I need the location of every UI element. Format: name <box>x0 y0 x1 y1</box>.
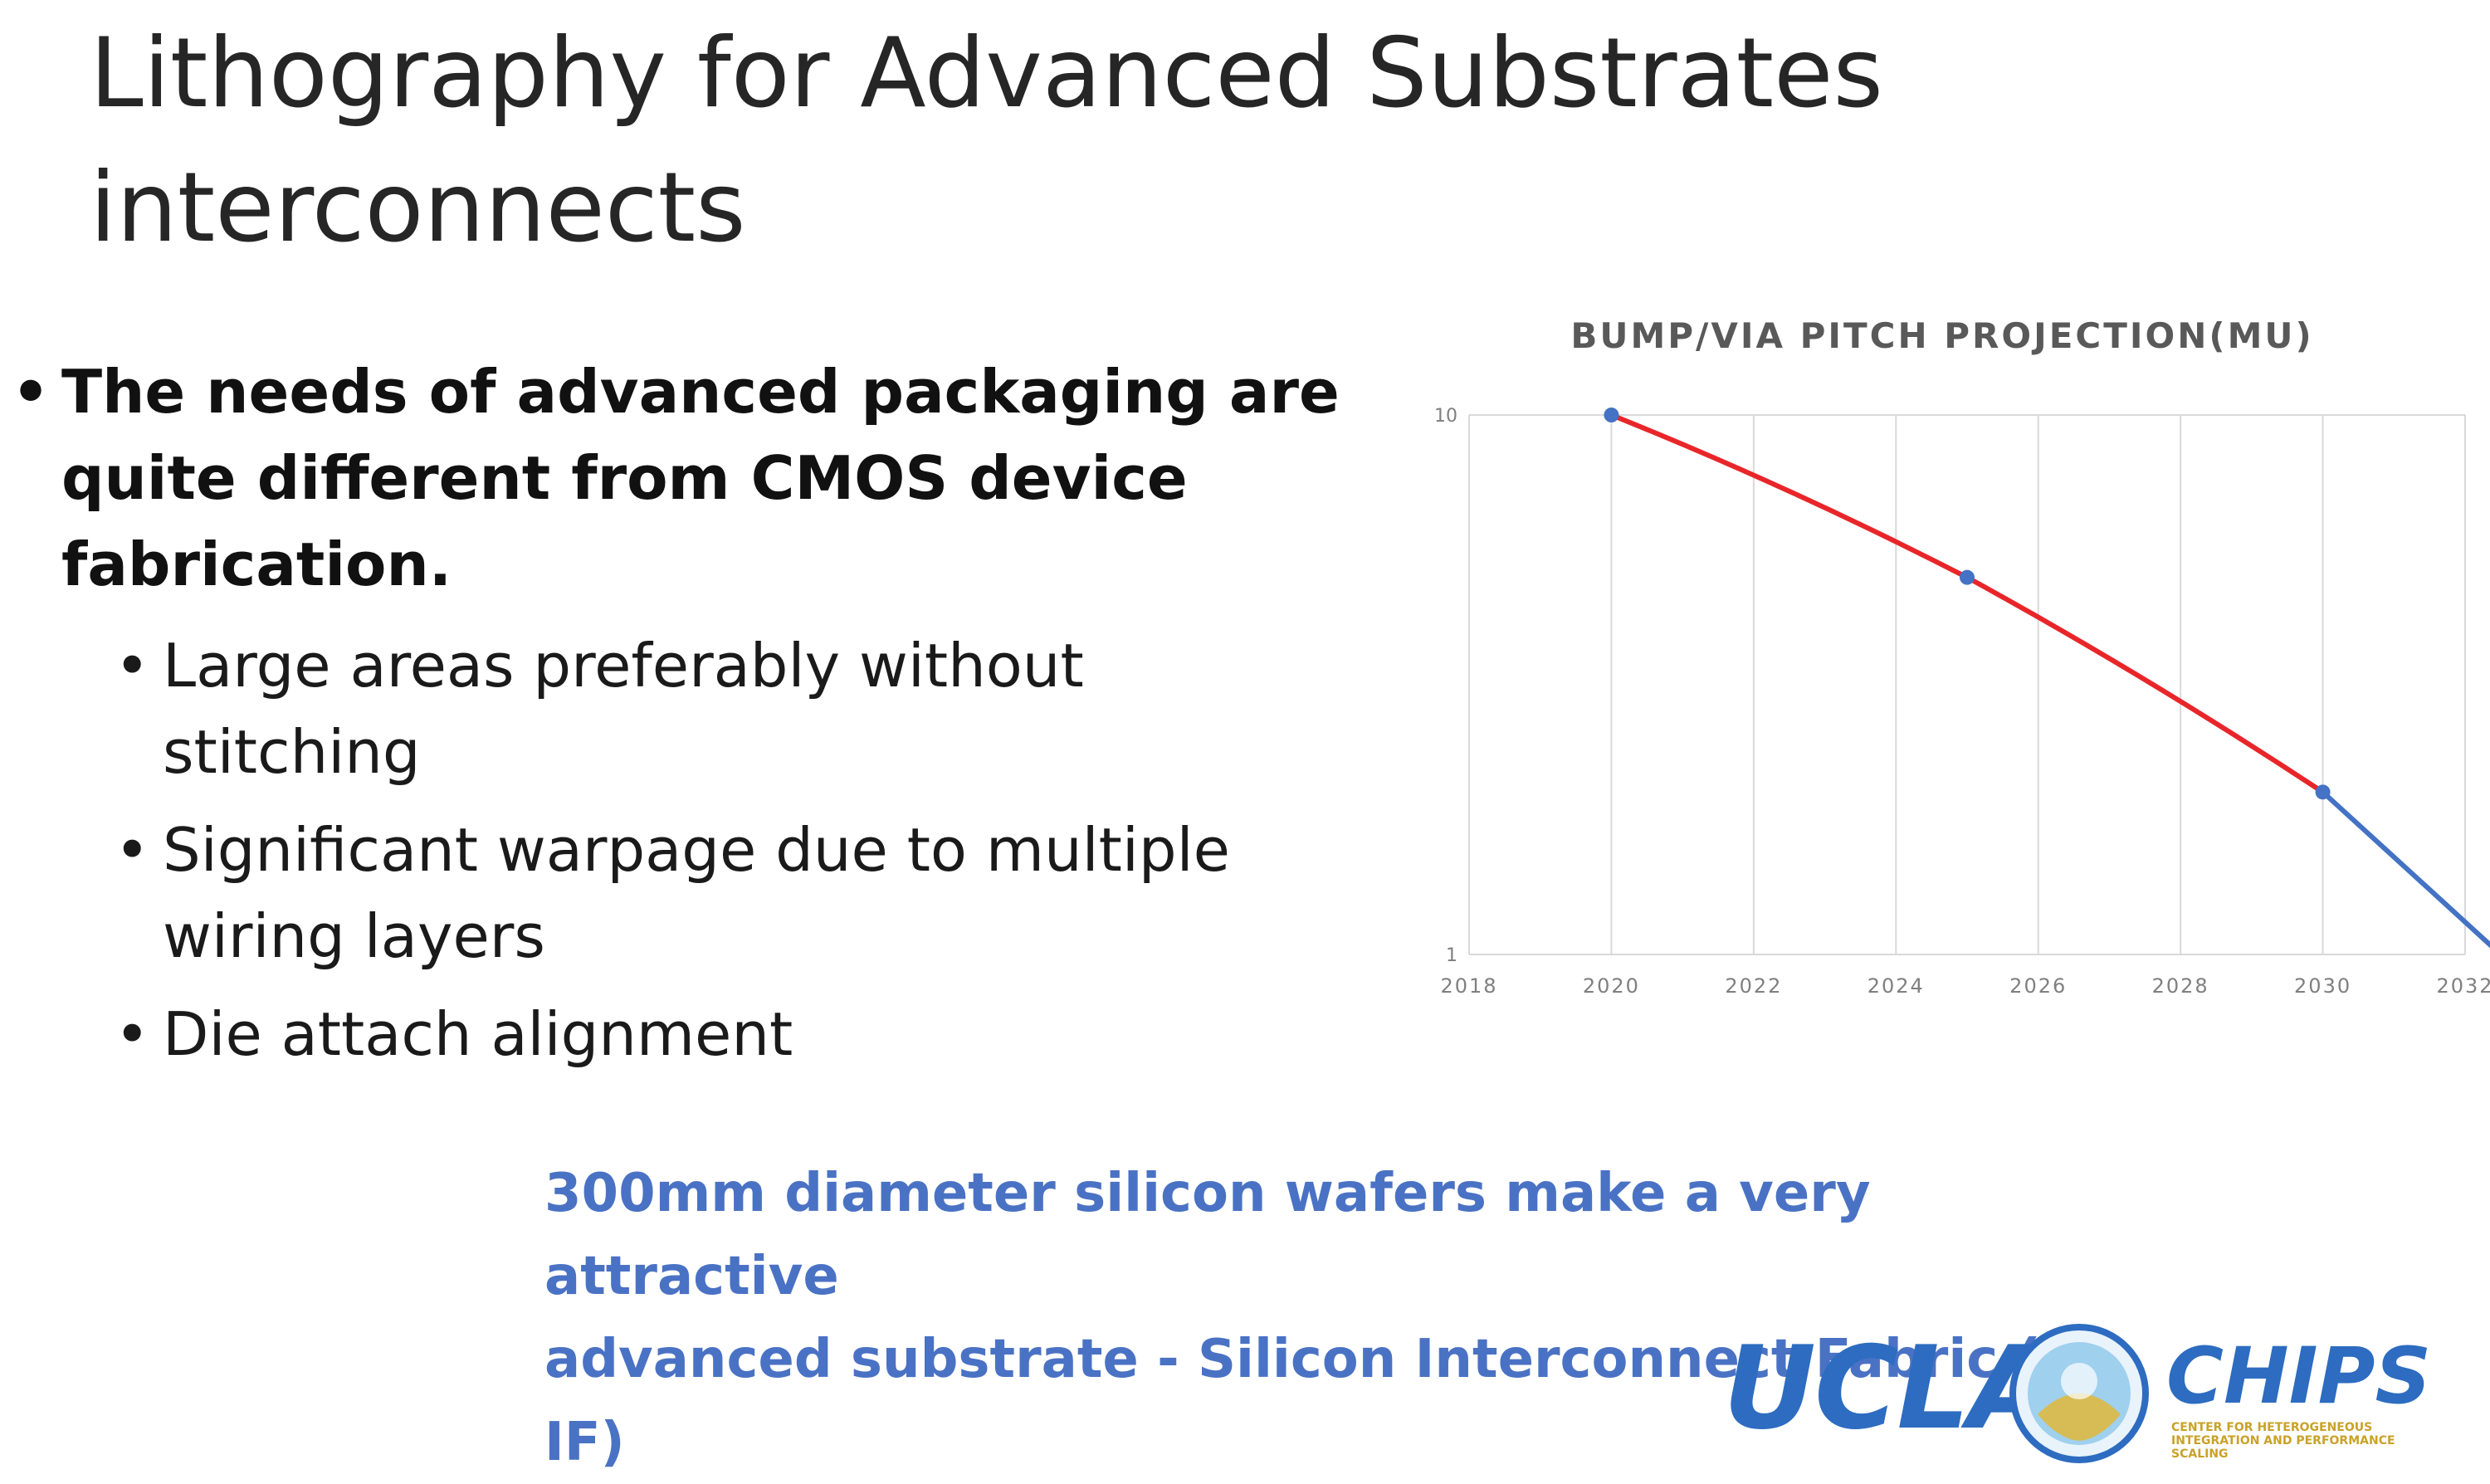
data-point <box>2315 784 2331 800</box>
data-point <box>1604 408 1619 422</box>
bullet-dot: • <box>12 357 51 427</box>
x-tick-label: 2026 <box>2009 974 2067 998</box>
callout-line-1: 300mm diameter silicon wafers make a ver… <box>544 1163 1871 1307</box>
x-tick-label: 2020 <box>1583 974 1640 998</box>
callout-line-2: advanced substrate - Silicon Interconnec… <box>544 1329 2097 1473</box>
main-bullet-line-2: quite different from CMOS device <box>61 443 1188 513</box>
main-bullet-line-1: The needs of advanced packaging are <box>61 357 1340 427</box>
ucla-wordmark: UCLA <box>1723 1321 2057 1455</box>
sub-bullet-warpage: • Significant warpage due to multiple wi… <box>0 807 1361 979</box>
x-tick-label: 2028 <box>2152 974 2209 998</box>
slide-title: Lithography for Advanced Substrates inte… <box>90 7 2165 276</box>
sub-bullet-line: stitching <box>163 717 421 787</box>
x-tick-label: 2030 <box>2294 974 2351 998</box>
sub-bullet-list: • Large areas preferably without stitchi… <box>0 622 1361 1077</box>
series-line-projection <box>1609 412 2326 795</box>
chart-title: BUMP/VIA PITCH PROJECTION(MU) <box>1570 315 2314 356</box>
title-line-1: Lithography for Advanced Substrates <box>90 17 1883 129</box>
main-bullet: • The needs of advanced packaging are qu… <box>0 349 1361 608</box>
bullet-dot: • <box>115 999 150 1069</box>
sub-bullet-line: Large areas preferably without <box>163 631 1084 701</box>
x-tick-label: 2022 <box>1725 974 1782 998</box>
y-tick-label: 1 <box>1446 945 1457 966</box>
chips-subtitle: CENTER FOR HETEROGENEOUS INTEGRATION AND… <box>2171 1421 2395 1461</box>
title-line-2: interconnects <box>90 152 746 264</box>
bullet-dot: • <box>115 815 150 885</box>
callout-text: 300mm diameter silicon wafers make a ver… <box>544 1152 2121 1484</box>
x-tick-label: 2032 <box>2436 974 2490 998</box>
bullet-dot: • <box>115 631 150 701</box>
chips-seal-icon <box>2009 1324 2149 1463</box>
sub-bullet-line: Die attach alignment <box>163 999 793 1069</box>
ucla-chips-logo: UCLA CHIPS CENTER FOR HETEROGENEOUS INTE… <box>1710 1311 2440 1469</box>
sub-bullet-die-attach: • Die attach alignment <box>0 991 1361 1077</box>
main-bullet-line-3: fabrication. <box>61 530 452 599</box>
x-tick-label: 2024 <box>1868 974 1925 998</box>
chips-wordmark: CHIPS <box>2166 1331 2432 1422</box>
bullet-list: • The needs of advanced packaging are qu… <box>0 349 1361 1089</box>
data-point <box>1960 569 1975 585</box>
x-tick-label: 2018 <box>1440 974 1497 998</box>
sub-bullet-line: Significant warpage due to multiple <box>163 815 1230 885</box>
sub-bullet-line: wiring layers <box>163 901 545 971</box>
sub-bullet-large-areas: • Large areas preferably without stitchi… <box>0 622 1361 795</box>
y-tick-label: 10 <box>1434 406 1457 427</box>
pitch-projection-chart: 2018 2020 2022 2024 2026 2028 2030 2032 1 10 <box>1434 406 2490 998</box>
series-line-extension <box>2320 789 2490 949</box>
